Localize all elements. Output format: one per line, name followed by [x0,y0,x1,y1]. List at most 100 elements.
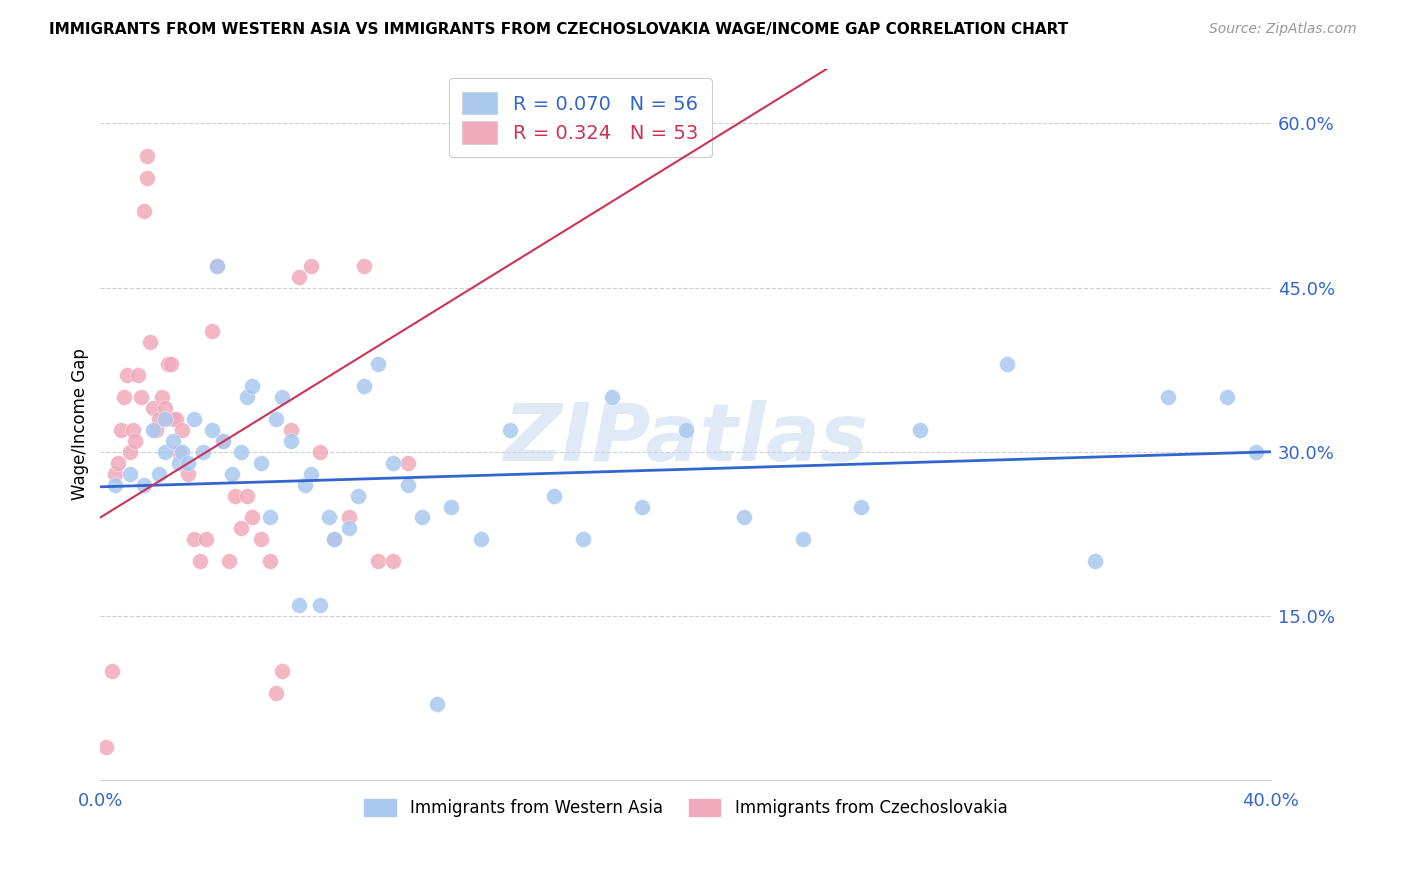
Point [194,533,217,547]
Point [110,423,132,437]
Y-axis label: Wage/Income Gap: Wage/Income Gap [72,349,89,500]
Point [630,500,652,514]
Point [145,423,167,437]
Point [908,423,931,437]
Point [280,423,302,437]
Point [675,423,697,437]
Point [346,489,368,503]
Point [229,444,252,458]
Point [270,390,292,404]
Point [426,697,449,711]
Point [218,554,240,568]
Point [139,335,162,350]
Point [183,412,205,426]
Point [118,467,141,481]
Point [792,533,814,547]
Point [264,412,287,426]
Point [212,434,235,448]
Point [191,444,214,458]
Point [104,467,127,481]
Point [323,533,346,547]
Point [242,379,264,393]
Point [995,357,1018,371]
Point [124,434,146,448]
Point [602,390,624,404]
Point [1216,390,1239,404]
Point [1244,444,1267,458]
Point [259,510,281,524]
Point [121,423,143,437]
Point [294,477,316,491]
Point [177,467,200,481]
Point [367,357,389,371]
Point [118,444,141,458]
Point [470,533,492,547]
Point [337,510,360,524]
Point [259,554,281,568]
Point [107,456,129,470]
Point [299,467,322,481]
Point [288,598,311,612]
Point [136,171,159,186]
Point [162,434,184,448]
Point [127,368,149,383]
Point [200,324,222,338]
Point [288,269,311,284]
Point [308,444,330,458]
Point [411,510,433,524]
Point [440,500,463,514]
Point [207,259,229,273]
Point [250,533,273,547]
Point [142,401,165,415]
Point [165,412,187,426]
Text: ZIPatlas: ZIPatlas [503,400,868,477]
Point [172,444,194,458]
Point [131,390,153,404]
Point [381,456,404,470]
Point [134,477,156,491]
Point [396,456,419,470]
Point [104,477,127,491]
Point [235,390,257,404]
Point [337,521,360,535]
Point [112,390,135,404]
Point [136,149,159,163]
Point [115,368,138,383]
Point [308,598,330,612]
Point [221,467,243,481]
Point [159,357,181,371]
Point [153,401,176,415]
Point [200,423,222,437]
Point [353,259,375,273]
Point [270,664,292,678]
Point [188,554,211,568]
Point [396,477,419,491]
Point [153,412,176,426]
Point [299,259,322,273]
Point [367,554,389,568]
Point [1157,390,1180,404]
Point [318,510,340,524]
Point [101,664,124,678]
Point [250,456,273,470]
Point [177,456,200,470]
Point [162,412,184,426]
Point [169,456,191,470]
Point [235,489,257,503]
Point [381,554,404,568]
Point [150,390,173,404]
Point [572,533,595,547]
Point [280,434,302,448]
Point [264,686,287,700]
Point [148,467,170,481]
Point [499,423,522,437]
Point [323,533,346,547]
Point [153,444,176,458]
Text: IMMIGRANTS FROM WESTERN ASIA VS IMMIGRANTS FROM CZECHOSLOVAKIA WAGE/INCOME GAP C: IMMIGRANTS FROM WESTERN ASIA VS IMMIGRAN… [49,22,1069,37]
Point [207,259,229,273]
Point [148,412,170,426]
Point [733,510,755,524]
Point [543,489,565,503]
Point [183,533,205,547]
Point [224,489,246,503]
